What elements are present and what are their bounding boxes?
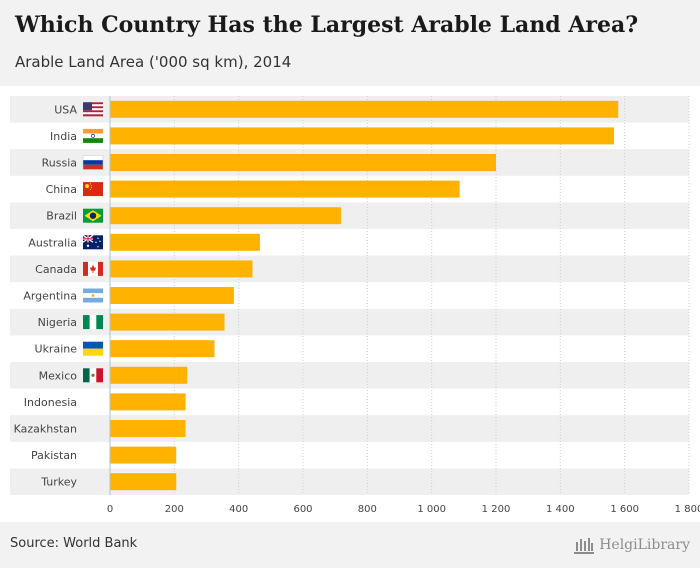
category-label: China — [46, 183, 77, 196]
bar-ukraine — [110, 340, 215, 358]
bar-pakistan — [110, 446, 177, 464]
bar-indonesia — [110, 393, 186, 411]
bar-canada — [110, 260, 253, 278]
x-tick-label: 1 400 — [546, 504, 575, 515]
category-label: Nigeria — [38, 316, 77, 329]
x-tick-label: 1 800 — [675, 504, 700, 515]
x-tick-label: 1 200 — [482, 504, 511, 515]
bar-brazil — [110, 207, 341, 225]
mexico-flag-icon — [83, 368, 103, 383]
brazil-flag-icon — [83, 208, 103, 223]
logo-text: HelgiLibrary — [599, 537, 690, 553]
nigeria-flag-icon — [83, 315, 103, 330]
ukraine-flag-icon — [83, 341, 103, 356]
us-flag-icon — [83, 102, 103, 117]
bar-russia — [110, 154, 496, 171]
bar-nigeria — [110, 313, 225, 331]
footer: Source: World Bank HelgiLibrary — [0, 522, 700, 568]
bar-turkey — [110, 473, 177, 491]
category-label: Ukraine — [35, 343, 78, 356]
russia-flag-icon — [82, 155, 104, 170]
chart-title: Which Country Has the Largest Arable Lan… — [15, 12, 639, 38]
category-label: Turkey — [40, 476, 77, 489]
header: Which Country Has the Largest Arable Lan… — [0, 0, 700, 86]
category-label: USA — [54, 103, 77, 116]
category-label: Argentina — [23, 290, 77, 303]
category-label: Australia — [28, 236, 77, 249]
category-label: Russia — [42, 157, 77, 170]
x-tick-label: 800 — [358, 504, 377, 515]
category-label: Pakistan — [31, 449, 77, 462]
bar-china — [110, 180, 460, 198]
x-tick-label: 400 — [229, 504, 248, 515]
library-building-icon — [574, 538, 595, 554]
x-tick-label: 200 — [165, 504, 184, 515]
china-flag-icon — [83, 182, 103, 197]
bar-australia — [110, 233, 260, 251]
category-label: Indonesia — [24, 396, 77, 409]
bar-mexico — [110, 366, 188, 384]
category-label: Canada — [35, 263, 77, 276]
x-tick-label: 1 600 — [610, 504, 639, 515]
bar-usa — [110, 100, 619, 118]
source-note: Source: World Bank — [10, 536, 138, 551]
canada-flag-icon — [83, 261, 103, 276]
category-label: India — [50, 130, 77, 143]
x-tick-label: 0 — [107, 504, 113, 515]
category-label: Brazil — [46, 210, 77, 223]
bar-kazakhstan — [110, 420, 186, 437]
x-tick-label: 600 — [293, 504, 312, 515]
helgi-library-logo: HelgiLibrary — [573, 534, 690, 556]
australia-flag-icon — [82, 234, 103, 250]
india-flag-icon — [83, 128, 103, 143]
argentina-flag-icon — [83, 288, 103, 303]
bar-chart: USA India Russia China Brazil Australia Canada… — [10, 96, 700, 515]
category-label: Mexico — [39, 369, 78, 382]
category-label: Kazakhstan — [14, 423, 77, 436]
x-tick-label: 1 000 — [417, 504, 446, 515]
bar-argentina — [110, 287, 234, 304]
bar-india — [110, 127, 615, 145]
chart-subtitle: Arable Land Area ('000 sq km), 2014 — [15, 53, 292, 71]
